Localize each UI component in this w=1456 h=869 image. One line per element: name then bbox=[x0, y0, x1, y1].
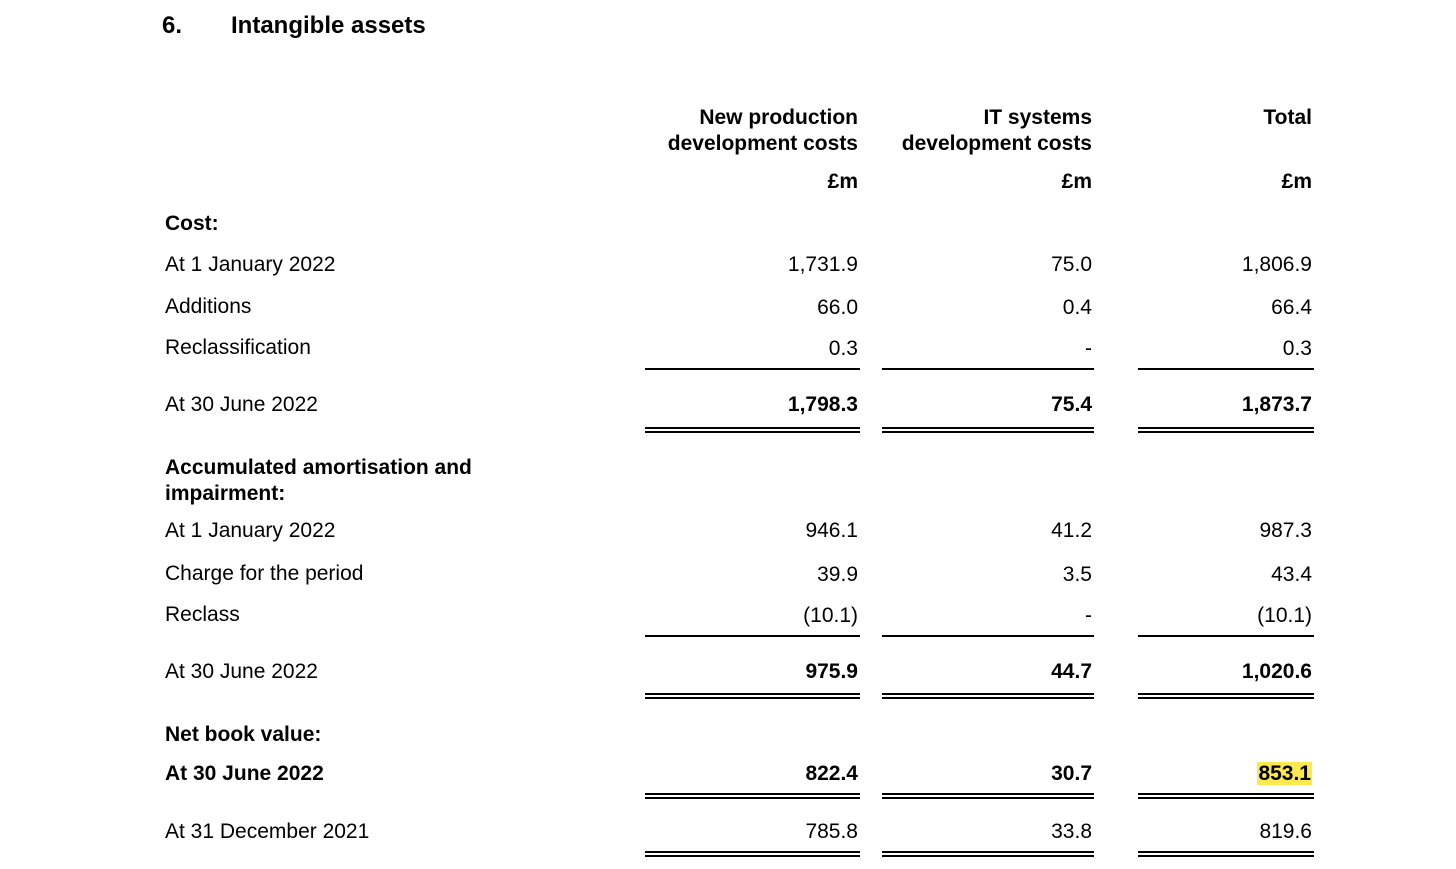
total-double-rule bbox=[882, 851, 1094, 857]
subtotal-rule bbox=[645, 635, 860, 637]
subtotal-rule bbox=[882, 635, 1094, 637]
subtotal-rule bbox=[1138, 368, 1314, 370]
unit-label: £m bbox=[1061, 170, 1092, 193]
highlighted-total-value: 853.1 bbox=[1257, 762, 1312, 786]
row-label: At 31 December 2021 bbox=[165, 820, 370, 843]
total-value: 44.7 bbox=[1051, 660, 1092, 683]
total-double-rule bbox=[1138, 793, 1314, 799]
cell-value: (10.1) bbox=[1257, 604, 1312, 627]
note-number: 6. bbox=[162, 12, 183, 39]
highlight: 853.1 bbox=[1257, 762, 1312, 785]
total-double-rule bbox=[645, 793, 860, 799]
cell-value: 987.3 bbox=[1259, 519, 1312, 542]
total-value: 1,873.7 bbox=[1241, 393, 1312, 416]
total-double-rule bbox=[882, 427, 1094, 433]
column-header-line1: IT systems bbox=[983, 106, 1092, 129]
total-value: 822.4 bbox=[805, 762, 858, 785]
note-title: Intangible assets bbox=[231, 12, 426, 39]
column-header-it-systems: IT systems development costs bbox=[902, 105, 1092, 157]
row-label: At 30 June 2022 bbox=[165, 393, 318, 416]
section-heading-line2: impairment: bbox=[165, 482, 286, 505]
cell-value: 3.5 bbox=[1062, 563, 1092, 586]
cell-value: 0.4 bbox=[1062, 296, 1092, 319]
total-double-rule bbox=[645, 851, 860, 857]
cell-value: - bbox=[1085, 337, 1092, 360]
total-double-rule bbox=[1138, 851, 1314, 857]
row-label: Reclass bbox=[165, 603, 240, 626]
cell-value: 0.3 bbox=[1282, 337, 1312, 360]
cell-value: (10.1) bbox=[803, 604, 858, 627]
cell-value: 1,731.9 bbox=[787, 253, 858, 276]
row-label: Charge for the period bbox=[165, 562, 364, 585]
column-header-new-production: New production development costs bbox=[668, 105, 858, 157]
cell-value: 1,806.9 bbox=[1241, 253, 1312, 276]
total-double-rule bbox=[882, 793, 1094, 799]
section-heading-cost: Cost: bbox=[165, 212, 219, 235]
row-label: At 30 June 2022 bbox=[165, 762, 324, 785]
row-label: At 1 January 2022 bbox=[165, 253, 336, 276]
column-header-line2: Total bbox=[1263, 106, 1312, 129]
total-double-rule bbox=[645, 693, 860, 699]
total-double-rule bbox=[1138, 427, 1314, 433]
total-double-rule bbox=[882, 693, 1094, 699]
unit-label: £m bbox=[827, 170, 858, 193]
cell-value: 66.0 bbox=[817, 296, 858, 319]
total-double-rule bbox=[1138, 693, 1314, 699]
cell-value: 41.2 bbox=[1051, 519, 1092, 542]
row-label: At 30 June 2022 bbox=[165, 660, 318, 683]
subtotal-rule bbox=[645, 368, 860, 370]
subtotal-rule bbox=[882, 368, 1094, 370]
total-value: 975.9 bbox=[805, 660, 858, 683]
cell-value: 43.4 bbox=[1271, 563, 1312, 586]
row-label: Reclassification bbox=[165, 336, 311, 359]
total-value: 75.4 bbox=[1051, 393, 1092, 416]
cell-value: 819.6 bbox=[1259, 820, 1312, 843]
cell-value: 75.0 bbox=[1051, 253, 1092, 276]
row-label: Additions bbox=[165, 295, 252, 318]
cell-value: 39.9 bbox=[817, 563, 858, 586]
total-double-rule bbox=[645, 427, 860, 433]
section-heading-line1: Accumulated amortisation and bbox=[165, 456, 472, 479]
section-heading-net-book-value: Net book value: bbox=[165, 723, 322, 746]
cell-value: 785.8 bbox=[805, 820, 858, 843]
column-header-line1: New production bbox=[699, 106, 858, 129]
cell-value: 66.4 bbox=[1271, 296, 1312, 319]
cell-value: 946.1 bbox=[805, 519, 858, 542]
unit-label: £m bbox=[1281, 170, 1312, 193]
subtotal-rule bbox=[1138, 635, 1314, 637]
column-header-line2: development costs bbox=[901, 132, 1092, 155]
total-value: 1,020.6 bbox=[1241, 660, 1312, 683]
total-value: 1,798.3 bbox=[787, 393, 858, 416]
cell-value: 0.3 bbox=[828, 337, 858, 360]
cell-value: - bbox=[1085, 604, 1092, 627]
column-header-total: Total bbox=[1263, 105, 1312, 131]
section-heading-amortisation: Accumulated amortisation and impairment: bbox=[165, 455, 472, 507]
total-value: 30.7 bbox=[1051, 762, 1092, 785]
row-label: At 1 January 2022 bbox=[165, 519, 336, 542]
cell-value: 33.8 bbox=[1051, 820, 1092, 843]
column-header-line2: development costs bbox=[667, 132, 858, 155]
